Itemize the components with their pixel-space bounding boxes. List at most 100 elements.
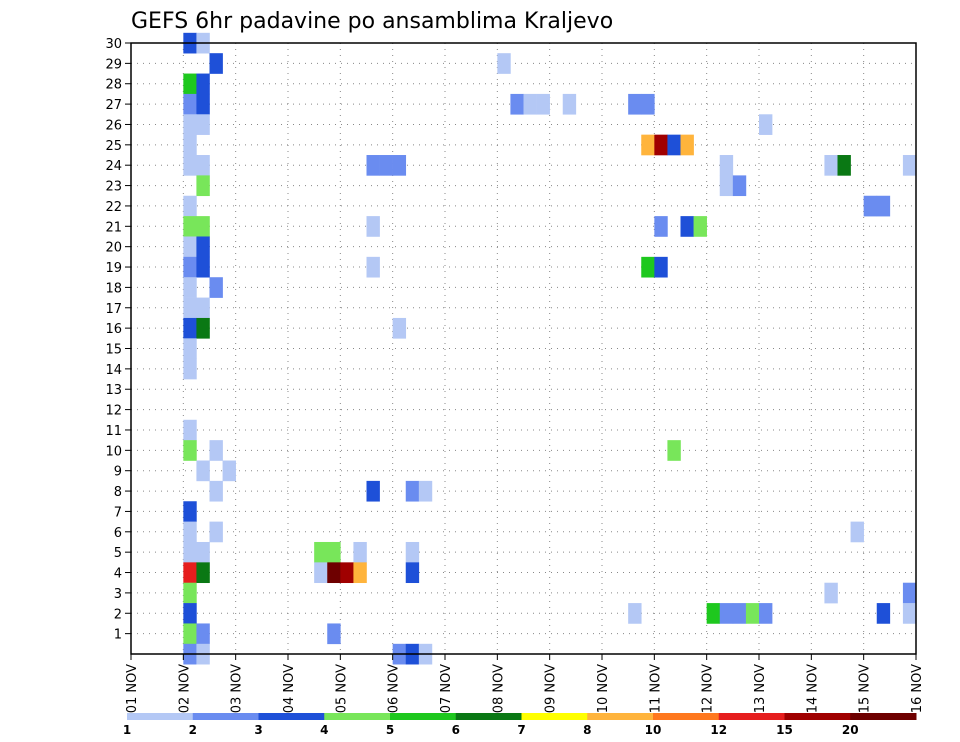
colorbar-swatch: [258, 713, 325, 720]
heatmap-cell: [641, 256, 655, 278]
x-tick-label: 11 NOV: [648, 664, 663, 713]
heatmap-cell: [405, 562, 420, 584]
heatmap-cell: [196, 175, 210, 197]
heatmap-cell: [876, 195, 891, 217]
heatmap-cell: [405, 541, 420, 563]
colorbar: 1 2 3 4 5 6 7 8 10 12 15 20: [123, 713, 917, 737]
colorbar-swatch: [784, 713, 851, 720]
heatmap-cell: [353, 541, 367, 563]
heatmap-cell: [209, 277, 223, 298]
heatmap-cell: [183, 297, 197, 319]
heatmap-cell: [392, 155, 407, 176]
colorbar-label: 7: [517, 723, 525, 737]
heatmap-cell: [562, 93, 577, 115]
heatmap-cell: [183, 562, 197, 584]
heatmap-cell: [183, 73, 197, 95]
x-axis: 01 NOV 02 NOV 03 NOV 04 NOV 05 NOV 06 NOV 07 N…: [125, 654, 925, 713]
heatmap-cell: [392, 317, 407, 339]
colorbar-label: 2: [189, 723, 197, 737]
heatmap-cell: [654, 134, 668, 156]
heatmap-cell: [196, 562, 210, 584]
heatmap-cell: [183, 236, 197, 258]
heatmap-cell: [667, 134, 681, 156]
heatmap-cell: [759, 114, 773, 135]
y-tick-label: 22: [105, 200, 122, 215]
heatmap-cell: [863, 195, 878, 217]
y-tick-label: 9: [114, 465, 122, 480]
heatmap-cell: [196, 623, 210, 645]
heatmap-cell: [654, 256, 668, 278]
heatmap-cell: [706, 603, 721, 624]
colorbar-label: 4: [320, 723, 328, 737]
heatmap-cell: [196, 256, 210, 278]
colorbar-swatch: [850, 713, 917, 720]
y-tick-label: 28: [105, 78, 122, 93]
heatmap-cell: [719, 155, 734, 176]
heatmap-cell: [183, 501, 197, 522]
y-tick-label: 26: [105, 118, 122, 133]
heatmap-cell: [314, 562, 328, 584]
heatmap-cell: [183, 114, 197, 135]
heatmap-cell: [641, 93, 655, 115]
heatmap-cell: [732, 175, 747, 197]
y-tick-label: 10: [105, 444, 122, 459]
y-tick-label: 27: [105, 98, 122, 113]
colorbar-swatch: [587, 713, 654, 720]
heatmap-cell: [183, 582, 197, 604]
heatmap-cell: [196, 236, 210, 258]
heatmap-cell: [902, 155, 917, 176]
colorbar-label: 15: [776, 723, 793, 737]
y-tick-label: 1: [114, 628, 122, 643]
x-tick-label: 15 NOV: [858, 664, 873, 713]
colorbar-swatch: [653, 713, 720, 720]
heatmap-cell: [680, 134, 694, 156]
y-tick-label: 25: [105, 139, 122, 154]
heatmap-cell: [196, 155, 210, 176]
x-tick-label: 01 NOV: [125, 664, 140, 713]
y-tick-label: 8: [114, 485, 122, 500]
colorbar-swatch: [127, 713, 194, 720]
colorbar-label: 5: [386, 723, 394, 737]
x-tick-label: 16 NOV: [910, 664, 925, 713]
x-tick-label: 10 NOV: [596, 664, 611, 713]
colorbar-swatch: [324, 713, 391, 720]
colorbar-label: 8: [583, 723, 591, 737]
heatmap-cell: [209, 480, 223, 502]
y-tick-label: 21: [105, 220, 122, 235]
colorbar-swatch: [718, 713, 785, 720]
heatmap-cell: [902, 603, 917, 624]
heatmap-cell: [732, 603, 747, 624]
heatmap-cell: [719, 175, 734, 197]
y-tick-label: 24: [105, 159, 122, 174]
heatmap-cell: [196, 73, 210, 95]
x-tick-label: 04 NOV: [282, 664, 297, 713]
x-tick-label: 06 NOV: [387, 664, 402, 713]
heatmap-cell: [183, 155, 197, 176]
y-tick-label: 5: [114, 546, 122, 561]
colorbar-swatch: [521, 713, 588, 720]
heatmap-cell: [366, 480, 380, 502]
colorbar-label: 1: [123, 723, 131, 737]
heatmap-cell: [196, 460, 210, 482]
y-tick-label: 15: [105, 343, 122, 358]
heatmap-cell: [641, 134, 655, 156]
heatmap-cell: [183, 603, 197, 624]
x-tick-label: 03 NOV: [230, 664, 245, 713]
heatmap-cell: [222, 460, 236, 482]
heatmap-cell: [405, 480, 420, 502]
x-tick-label: 07 NOV: [439, 664, 454, 713]
heatmap-cell: [183, 623, 197, 645]
x-tick-label: 09 NOV: [544, 664, 559, 713]
x-tick-label: 12 NOV: [701, 664, 716, 713]
heatmap-cell: [183, 216, 197, 237]
x-tick-label: 05 NOV: [334, 664, 349, 713]
heatmap-cell: [183, 358, 197, 380]
y-tick-label: 2: [114, 607, 122, 622]
heatmap-cell: [183, 277, 197, 298]
y-tick-label: 14: [105, 363, 122, 378]
grid-lines: [131, 43, 916, 654]
y-tick-label: 12: [105, 404, 122, 419]
heatmap-cell: [628, 93, 642, 115]
colorbar-label: 6: [452, 723, 460, 737]
